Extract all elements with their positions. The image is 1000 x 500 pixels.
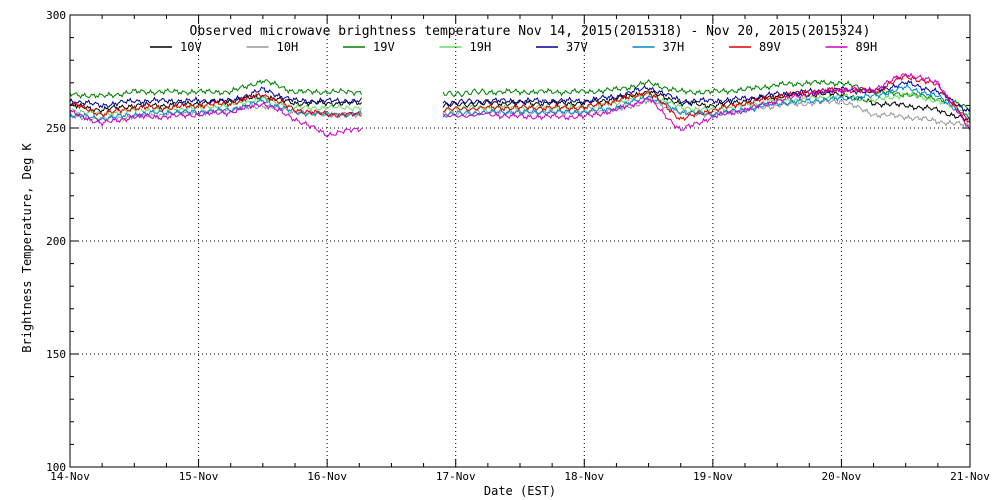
series-line-89v — [442, 72, 971, 124]
series-line-37h — [442, 83, 971, 120]
x-tick-label: 17-Nov — [436, 470, 476, 483]
x-tick-label: 16-Nov — [307, 470, 347, 483]
legend-label-89h: 89H — [856, 40, 878, 54]
series-line-10v — [442, 89, 971, 123]
legend: 10V 10H 19V 19H 37V 37H 89V 89H — [150, 40, 877, 54]
grid — [70, 15, 970, 467]
legend-label-19v: 19V — [373, 40, 395, 54]
y-tick-label: 100 — [46, 461, 66, 474]
series-line-19v — [442, 79, 971, 112]
legend-label-89v: 89V — [759, 40, 781, 54]
legend-label-37h: 37H — [663, 40, 685, 54]
x-tick-label: 20-Nov — [822, 470, 862, 483]
x-tick-label: 18-Nov — [564, 470, 604, 483]
series-line-19v — [69, 79, 363, 100]
x-tick-label: 21-Nov — [950, 470, 990, 483]
x-tick-label: 19-Nov — [693, 470, 733, 483]
x-axis-title: Date (EST) — [484, 484, 556, 498]
x-tick-label: 14-Nov — [50, 470, 90, 483]
series-line-37v — [69, 86, 363, 109]
chart-title: Observed microwave brightness temperatur… — [190, 24, 871, 39]
y-tick-label: 200 — [46, 235, 66, 248]
legend-label-10v: 10V — [180, 40, 202, 54]
y-tick-label: 300 — [46, 9, 66, 22]
series-group — [69, 72, 971, 138]
legend-label-10h: 10H — [277, 40, 299, 54]
y-tick-label: 250 — [46, 122, 66, 135]
series-line-89v — [69, 91, 362, 118]
legend-label-19h: 19H — [470, 40, 492, 54]
axis-ticks: 14-Nov 15-Nov 16-Nov 17-Nov 18-Nov 19-Nov 20-N… — [46, 9, 990, 483]
series-line-89h — [69, 101, 363, 138]
series-line-89h — [442, 72, 971, 132]
legend-label-37v: 37V — [566, 40, 588, 54]
series-line-37v — [442, 79, 971, 113]
y-tick-label: 150 — [46, 348, 66, 361]
y-axis-title: Brightness Temperature, Deg K — [20, 142, 34, 352]
x-tick-label: 15-Nov — [179, 470, 219, 483]
